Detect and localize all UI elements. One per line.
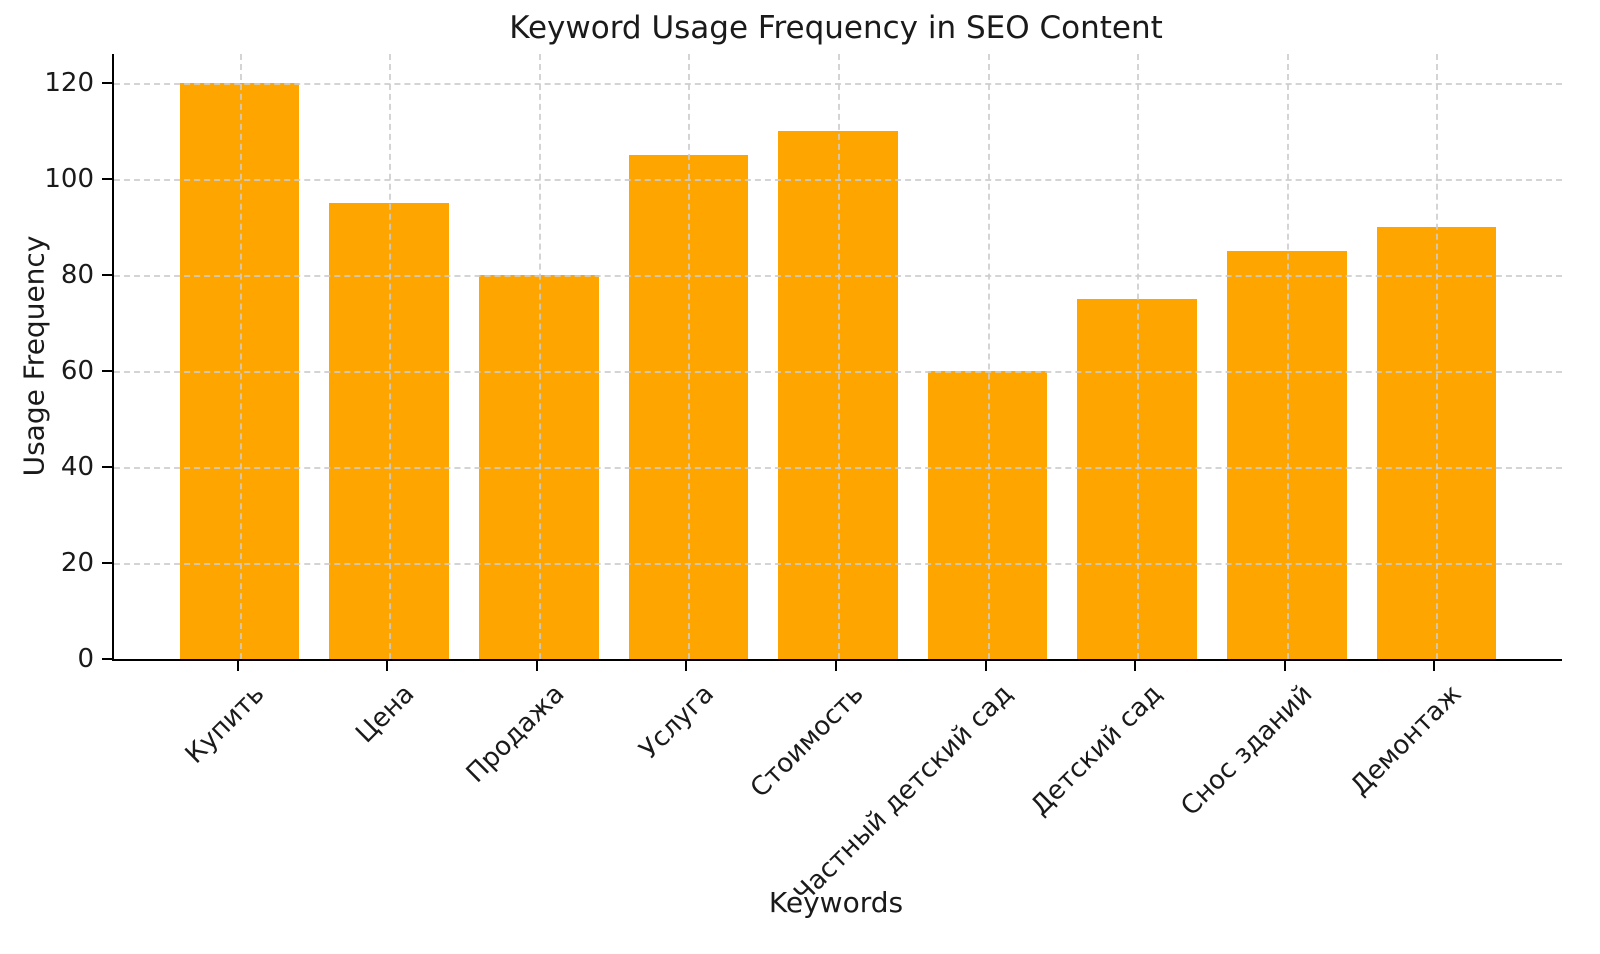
bar-9	[1376, 226, 1497, 659]
x-tick-label-1: Купить	[180, 679, 271, 770]
x-tick-label-5: Стоимость	[744, 679, 870, 804]
x-tick-label-3: Продажа	[460, 679, 571, 789]
chart-title: Keyword Usage Frequency in SEO Content	[509, 10, 1163, 46]
v-gridline-7	[1137, 54, 1140, 659]
bar-7	[1077, 298, 1197, 659]
v-gridline-1	[239, 54, 242, 659]
y-tick-mark-80	[102, 273, 112, 276]
v-gridline-6	[987, 54, 990, 659]
v-gridline-8	[1286, 54, 1289, 659]
v-gridline-9	[1436, 54, 1439, 659]
v-gridline-4	[688, 54, 691, 659]
y-tick-label-120: 120	[44, 67, 94, 98]
x-tick-mark-8	[1283, 661, 1286, 671]
x-tick-mark-6	[984, 661, 987, 671]
x-tick-label-8: Снос зданий	[1175, 679, 1318, 822]
x-axis-title: Keywords	[768, 886, 904, 919]
x-tick-mark-5	[835, 661, 837, 671]
x-tick-mark-2	[386, 661, 389, 671]
y-tick-label-40: 40	[60, 451, 94, 482]
x-tick-mark-3	[535, 661, 538, 671]
y-tick-mark-100	[102, 177, 112, 180]
x-tick-label-4: Услуга	[633, 679, 720, 766]
x-tick-label-7: Детский сад	[1025, 679, 1169, 822]
plot-area	[112, 54, 1562, 661]
y-tick-mark-60	[102, 369, 112, 372]
y-tick-label-0: 0	[77, 644, 94, 674]
bar-2	[329, 202, 450, 659]
y-tick-label-80: 80	[60, 259, 94, 290]
x-tick-mark-1	[236, 661, 239, 671]
x-tick-mark-7	[1134, 661, 1137, 671]
y-tick-label-60: 60	[60, 355, 94, 386]
y-tick-mark-20	[102, 561, 112, 564]
y-tick-mark-40	[102, 465, 112, 468]
y-tick-label-100: 100	[44, 163, 94, 194]
x-tick-mark-9	[1433, 661, 1436, 671]
x-tick-mark-4	[685, 661, 688, 671]
y-tick-label-20: 20	[60, 547, 94, 578]
v-gridline-5	[838, 54, 840, 659]
x-tick-label-9: Демонтаж	[1345, 679, 1468, 802]
bar-5	[778, 130, 898, 659]
y-tick-mark-120	[102, 81, 112, 84]
y-tick-mark-0	[102, 658, 112, 660]
v-gridline-2	[389, 54, 392, 659]
v-gridline-3	[538, 54, 541, 659]
x-tick-label-2: Цена	[350, 679, 421, 750]
